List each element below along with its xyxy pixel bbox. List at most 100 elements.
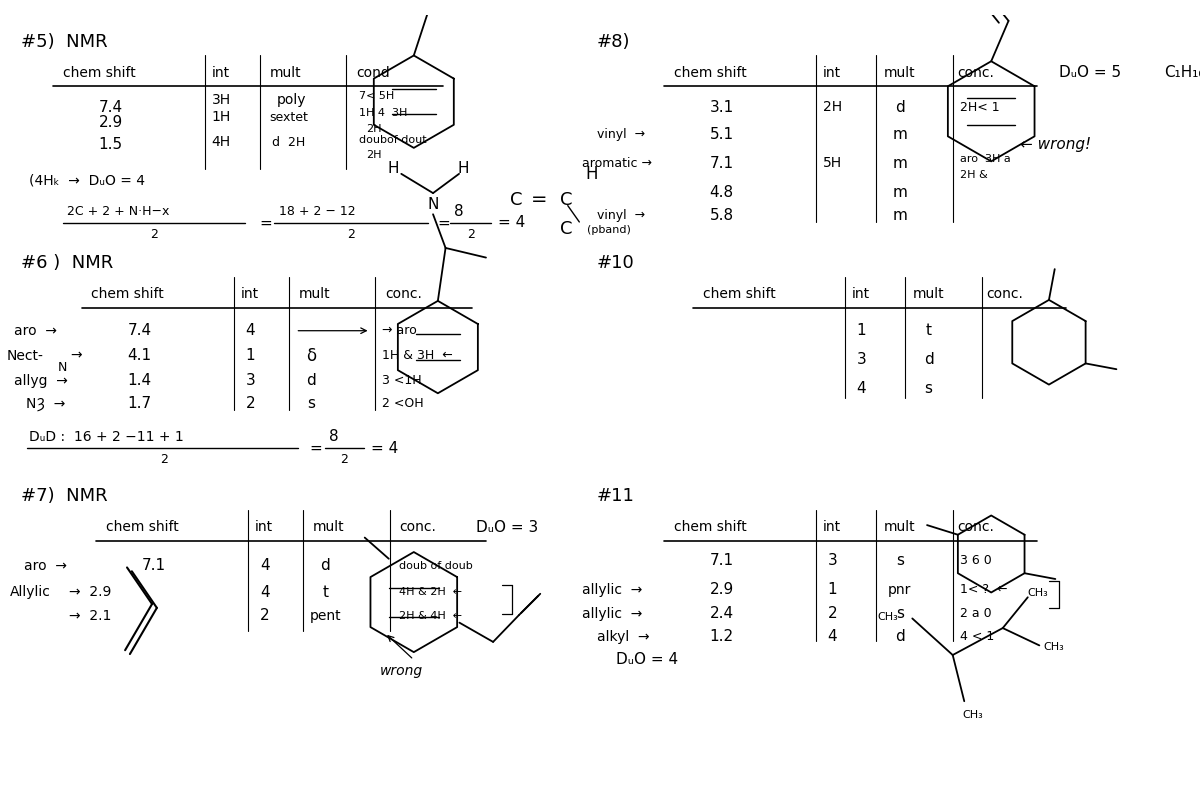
Text: ← wrong!: ← wrong!	[1020, 138, 1091, 153]
Text: 2H: 2H	[366, 150, 382, 160]
Text: 1: 1	[857, 323, 866, 338]
Text: 4: 4	[260, 558, 270, 573]
Text: mult: mult	[883, 520, 916, 534]
Text: 3: 3	[828, 554, 838, 568]
Text: chem shift: chem shift	[673, 520, 746, 534]
Text: aro  3H a: aro 3H a	[960, 154, 1012, 165]
Text: int: int	[823, 520, 841, 534]
Text: 1: 1	[828, 582, 838, 597]
Text: #11: #11	[596, 487, 635, 506]
Text: 2: 2	[467, 228, 474, 241]
Text: Allylic: Allylic	[10, 586, 50, 599]
Text: = 4: = 4	[498, 215, 526, 230]
Text: aro  →: aro →	[14, 324, 58, 338]
Text: doubof dout: doubof dout	[359, 135, 426, 145]
Text: C: C	[560, 191, 572, 209]
Text: mult: mult	[883, 66, 916, 80]
Text: conc.: conc.	[986, 287, 1024, 301]
Text: C₁H₁₀: C₁H₁₀	[1164, 66, 1200, 80]
Text: DᵤO = 5: DᵤO = 5	[1058, 66, 1121, 80]
Text: mult: mult	[912, 287, 944, 301]
Text: int: int	[211, 66, 230, 80]
Text: t: t	[925, 323, 931, 338]
Text: CH₃: CH₃	[877, 611, 899, 622]
Text: #10: #10	[596, 254, 635, 272]
Text: mult: mult	[270, 66, 301, 80]
Text: C: C	[560, 220, 572, 238]
Text: 2: 2	[347, 228, 355, 241]
Text: 1.5: 1.5	[98, 138, 122, 153]
Text: conc.: conc.	[958, 66, 995, 80]
Text: 5.8: 5.8	[709, 208, 734, 222]
Text: s: s	[925, 381, 932, 396]
Text: pnr: pnr	[888, 582, 912, 597]
Text: N: N	[58, 361, 67, 374]
Text: 1H 4  3H: 1H 4 3H	[359, 108, 407, 118]
Text: 2: 2	[160, 453, 168, 466]
Text: 2: 2	[828, 606, 838, 621]
Text: d: d	[306, 374, 316, 388]
Text: 4: 4	[828, 630, 838, 644]
Text: 3 <1H: 3 <1H	[382, 374, 421, 387]
Text: conc.: conc.	[400, 520, 437, 534]
Text: →  2.9: → 2.9	[70, 586, 112, 599]
Text: 2H: 2H	[823, 101, 842, 114]
Text: mult: mult	[313, 520, 344, 534]
Text: = 4: = 4	[372, 441, 398, 456]
Text: m: m	[893, 156, 907, 170]
Text: chem shift: chem shift	[673, 66, 746, 80]
Text: 2C + 2 + N·H−x: 2C + 2 + N·H−x	[67, 205, 169, 218]
Text: =: =	[260, 215, 272, 230]
Text: 2 a 0: 2 a 0	[960, 607, 992, 620]
Text: δ: δ	[306, 346, 316, 365]
Text: 1: 1	[245, 348, 256, 363]
Text: H: H	[586, 165, 598, 183]
Text: 1.4: 1.4	[127, 374, 151, 388]
Text: DᵤO = 3: DᵤO = 3	[476, 519, 539, 534]
Text: 7.1: 7.1	[709, 554, 734, 568]
Text: 4.1: 4.1	[127, 348, 151, 363]
Text: s: s	[307, 396, 314, 411]
Text: CH₃: CH₃	[1027, 589, 1049, 598]
Text: 3 6 0: 3 6 0	[960, 554, 992, 567]
Text: H: H	[388, 161, 400, 175]
Text: DᵤO = 4: DᵤO = 4	[616, 652, 678, 667]
Text: CH₃: CH₃	[1043, 642, 1064, 652]
Text: 4.8: 4.8	[709, 185, 734, 200]
Text: vinyl  →: vinyl →	[596, 209, 644, 222]
Text: C: C	[510, 191, 522, 209]
Text: aromatic →: aromatic →	[582, 157, 653, 170]
Text: 2.9: 2.9	[98, 115, 122, 130]
Text: 1H & 3H  ←: 1H & 3H ←	[382, 350, 452, 362]
Text: 2: 2	[245, 396, 256, 411]
Text: wrong: wrong	[380, 664, 424, 678]
Text: 4: 4	[245, 323, 256, 338]
Text: 1H: 1H	[211, 110, 230, 124]
Text: NȜ  →: NȜ →	[26, 397, 65, 411]
Text: 2: 2	[341, 453, 348, 466]
Text: Nect-: Nect-	[7, 349, 43, 362]
Text: 1.2: 1.2	[709, 630, 734, 644]
Text: allylic  →: allylic →	[582, 582, 642, 597]
Text: conc.: conc.	[958, 520, 995, 534]
Text: =: =	[532, 190, 547, 210]
Text: 2.9: 2.9	[709, 582, 734, 597]
Text: int: int	[240, 287, 259, 301]
Text: conc.: conc.	[385, 287, 422, 301]
Text: 3: 3	[245, 374, 256, 388]
Text: 5H: 5H	[823, 156, 842, 170]
Text: 3H: 3H	[211, 93, 230, 106]
Text: (4Hₖ  →  DᵤO = 4: (4Hₖ → DᵤO = 4	[29, 174, 145, 187]
Text: N: N	[427, 197, 439, 212]
Text: 4: 4	[260, 585, 270, 600]
Text: 2H: 2H	[366, 124, 382, 134]
Text: 4: 4	[857, 381, 866, 396]
Text: d  2H: d 2H	[272, 135, 305, 149]
Text: 4H & 2H  ←: 4H & 2H ←	[400, 587, 462, 598]
Text: s: s	[895, 606, 904, 621]
Text: → aro: → aro	[382, 324, 416, 338]
Text: 2: 2	[150, 228, 158, 241]
Text: int: int	[256, 520, 274, 534]
Text: #8): #8)	[596, 33, 630, 51]
Text: (pband): (pband)	[587, 225, 631, 234]
